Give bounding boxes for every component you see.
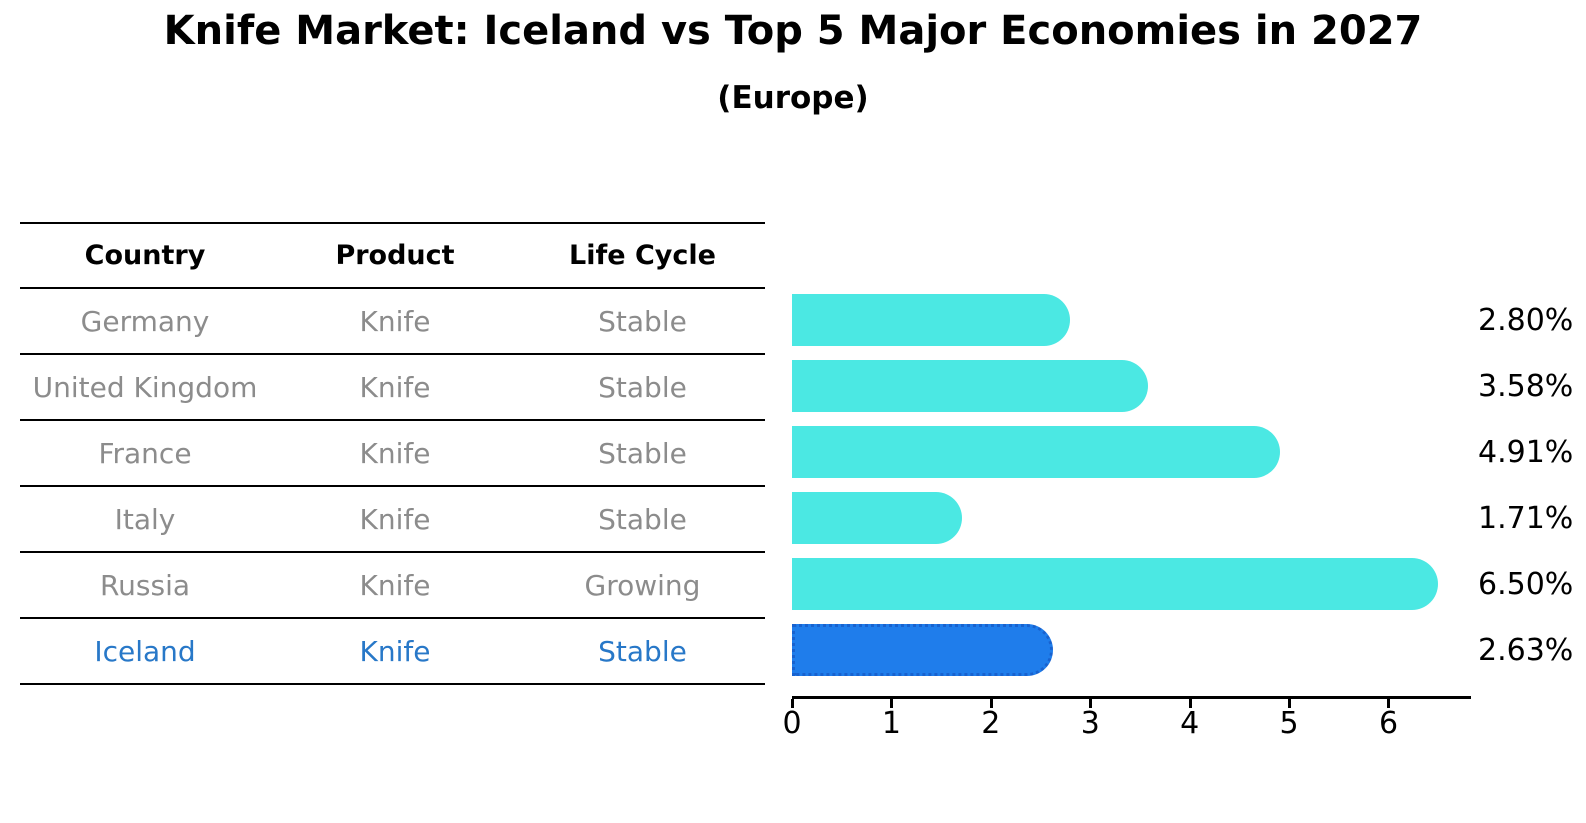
x-axis-tick-label: 6 <box>1378 706 1399 741</box>
x-axis-line <box>792 696 1471 699</box>
table-cell-product: Knife <box>359 304 431 338</box>
bar <box>792 426 1281 478</box>
table-cell-product: Knife <box>359 370 431 404</box>
x-axis-tick <box>1089 699 1093 708</box>
table-cell-lifecycle: Stable <box>598 502 687 536</box>
x-axis-tick-label: 4 <box>1180 706 1200 741</box>
table-cell-product: Knife <box>359 502 431 536</box>
table-cell-product: Knife <box>359 634 431 668</box>
table-row: Germany Knife Stable <box>20 289 765 355</box>
table-cell-lifecycle: Stable <box>598 370 687 404</box>
bar-value-label: 2.80% <box>1478 302 1574 338</box>
bar-value-label: 2.63% <box>1478 632 1574 668</box>
table-cell-lifecycle: Stable <box>598 436 687 470</box>
x-axis-tick <box>989 699 993 708</box>
x-axis-tick-label: 1 <box>881 706 901 741</box>
x-axis-tick <box>1288 699 1292 708</box>
bar <box>792 492 962 544</box>
x-axis-tick <box>1387 699 1391 708</box>
table-cell-country: France <box>98 436 192 470</box>
table-cell-country: Germany <box>80 304 210 338</box>
bar-row <box>792 617 1471 683</box>
table-cell-lifecycle: Stable <box>598 304 687 338</box>
bar-plot-area <box>792 287 1471 683</box>
column-header-product: Product <box>335 240 455 271</box>
bar-row <box>792 353 1471 419</box>
bar-value-label: 4.91% <box>1478 434 1574 470</box>
bar <box>792 624 1054 676</box>
x-axis-tick-label: 5 <box>1279 706 1299 741</box>
chart-subtitle: (Europe) <box>717 80 869 116</box>
bar-row <box>792 419 1471 485</box>
column-header-lifecycle: Life Cycle <box>569 240 716 271</box>
table-cell-lifecycle: Growing <box>584 568 701 602</box>
table-row: United Kingdom Knife Stable <box>20 355 765 421</box>
table-header-row: Country Product Life Cycle <box>20 224 765 289</box>
table-cell-product: Knife <box>359 568 431 602</box>
table-row: Italy Knife Stable <box>20 487 765 553</box>
table-row: Iceland Knife Stable <box>20 619 765 685</box>
bar-value-label: 1.71% <box>1478 500 1574 536</box>
table-cell-country: United Kingdom <box>32 370 258 404</box>
x-axis-tick <box>791 699 794 708</box>
x-axis-tick-label: 3 <box>1080 706 1100 741</box>
chart-title: Knife Market: Iceland vs Top 5 Major Eco… <box>163 8 1423 54</box>
x-axis-tick <box>890 699 894 708</box>
x-axis-tick <box>1188 699 1192 708</box>
table-row: Russia Knife Growing <box>20 553 765 619</box>
bar <box>792 360 1148 412</box>
table-cell-country: Russia <box>99 568 191 602</box>
x-axis-tick-label: 0 <box>782 706 802 741</box>
table-row: France Knife Stable <box>20 421 765 487</box>
bar-value-label: 3.58% <box>1478 368 1574 404</box>
bar-row <box>792 551 1471 617</box>
country-table: Country Product Life Cycle Germany Knife… <box>20 222 765 685</box>
column-header-country: Country <box>84 240 206 271</box>
bar-value-label: 6.50% <box>1478 566 1574 602</box>
table-cell-country: Italy <box>114 502 176 536</box>
bar <box>792 294 1071 346</box>
bar-row <box>792 287 1471 353</box>
table-cell-country: Iceland <box>94 634 196 668</box>
value-labels-column: 2.80% 3.58% 4.91% 1.71% 6.50% 2.63% <box>1478 287 1586 683</box>
x-axis-tick-label: 2 <box>981 706 1001 741</box>
bar <box>792 558 1439 610</box>
bar-row <box>792 485 1471 551</box>
table-cell-lifecycle: Stable <box>598 634 687 668</box>
table-cell-product: Knife <box>359 436 431 470</box>
